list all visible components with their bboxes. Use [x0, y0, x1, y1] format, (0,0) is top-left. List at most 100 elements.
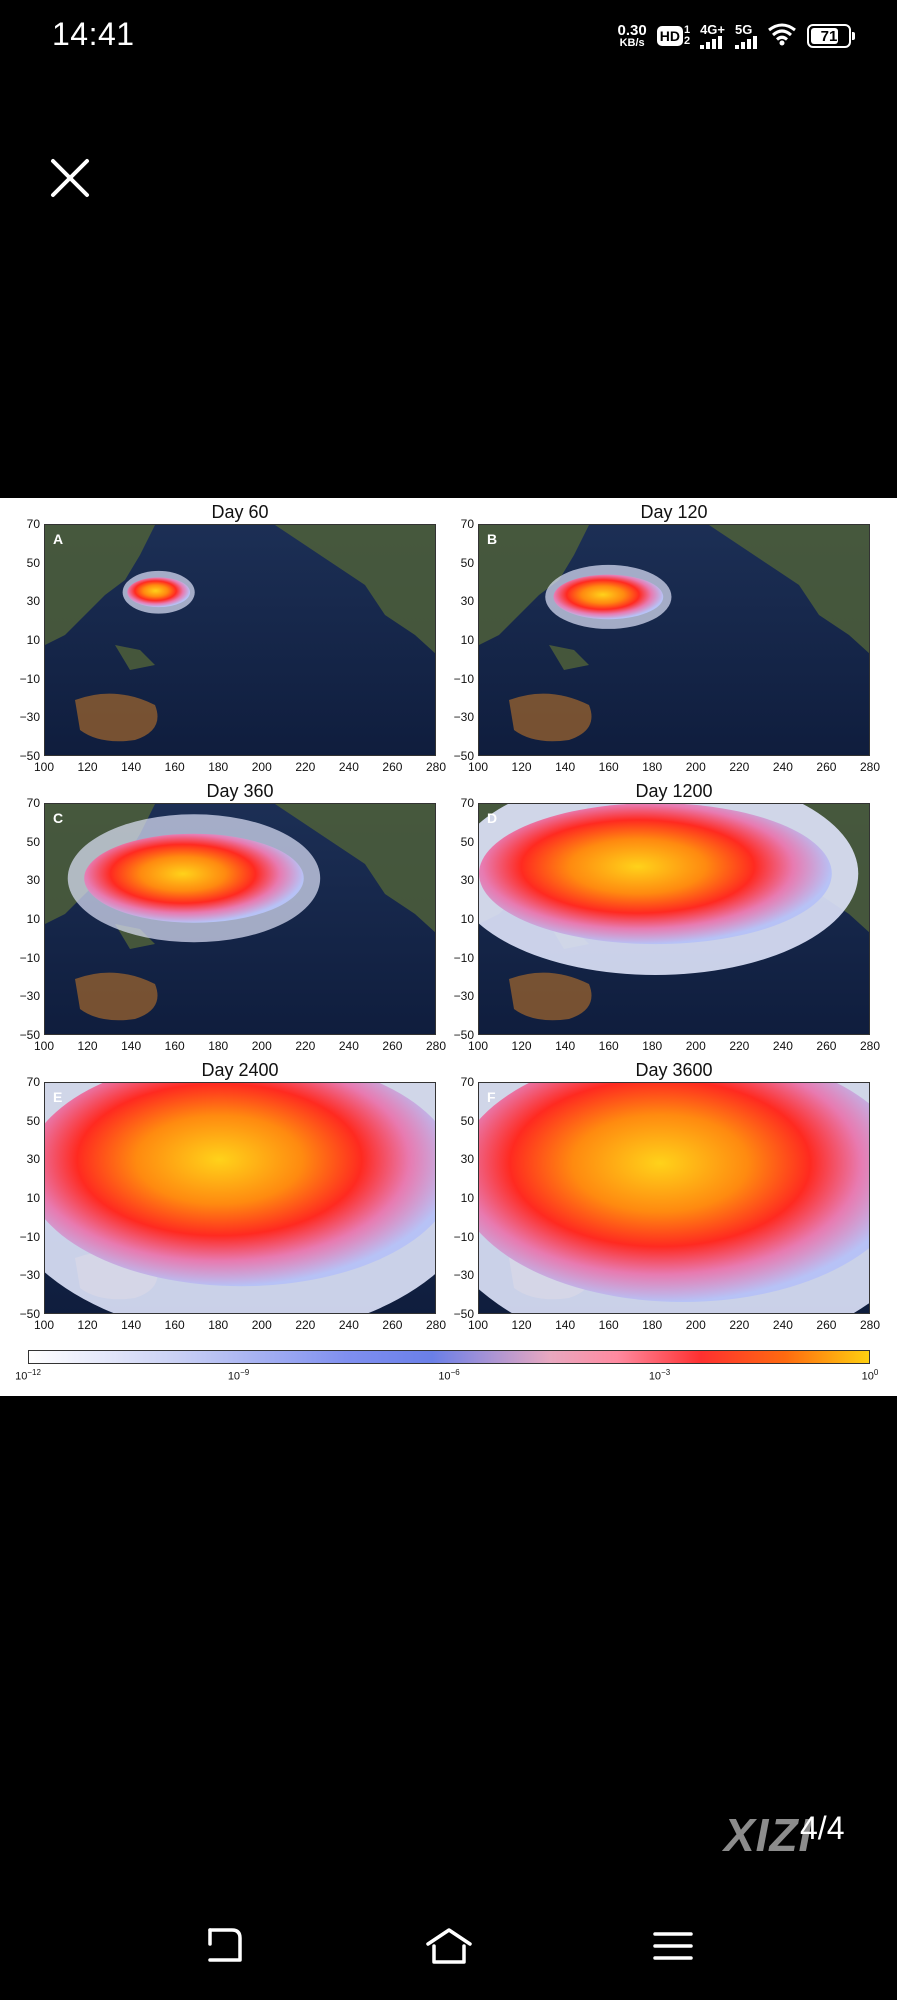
y-tick-label: −10	[19, 671, 40, 686]
panel-letter: C	[53, 810, 64, 826]
x-tick-label: 200	[251, 1318, 272, 1332]
back-button[interactable]	[194, 1922, 254, 1970]
battery-icon: 71	[807, 24, 855, 48]
x-tick-label: 280	[859, 1318, 881, 1332]
x-tick-label: 240	[338, 1318, 359, 1332]
signal-5g-icon: 5G	[735, 23, 757, 49]
panel-map: F	[478, 1082, 870, 1314]
panel-letter: D	[487, 810, 498, 826]
x-tick-label: 100	[33, 1039, 55, 1053]
x-tick-label: 160	[164, 760, 185, 774]
y-tick-label: −50	[453, 749, 474, 763]
home-button[interactable]	[419, 1922, 479, 1970]
x-tick-label: 200	[685, 1039, 706, 1053]
y-tick-label: 30	[26, 873, 40, 888]
battery-level: 71	[820, 27, 838, 45]
close-button[interactable]	[42, 150, 98, 206]
panel-title: Day 2400	[201, 1060, 279, 1080]
y-tick-label: 30	[460, 873, 474, 888]
y-tick-label: −30	[19, 1268, 40, 1283]
x-tick-label: 200	[685, 1318, 706, 1332]
y-tick-label: 30	[460, 594, 474, 609]
status-time: 14:41	[52, 16, 135, 52]
x-tick-label: 260	[816, 760, 837, 774]
x-tick-label: 140	[555, 1039, 576, 1053]
x-tick-label: 180	[642, 760, 663, 774]
x-tick-label: 100	[33, 760, 55, 774]
y-tick-label: 50	[26, 555, 40, 570]
x-tick-label: 220	[295, 1039, 316, 1053]
hd-voice-icon: HD 1 2	[656, 24, 691, 47]
menu-icon	[653, 1932, 693, 1960]
y-tick-label: 70	[460, 796, 474, 810]
y-tick-label: 10	[460, 912, 474, 926]
x-tick-label: 100	[467, 760, 489, 774]
x-tick-label: 280	[425, 760, 447, 774]
x-tick-label: 140	[121, 760, 142, 774]
panel-map: B	[478, 524, 870, 756]
panel-map: E	[44, 1082, 436, 1314]
x-tick-label: 160	[164, 1039, 185, 1053]
x-tick-label: 240	[772, 760, 793, 774]
y-tick-label: −10	[453, 950, 474, 965]
panel-letter: B	[487, 531, 498, 547]
x-tick-label: 140	[121, 1039, 142, 1053]
status-bar: 14:41 0.30 KB/s HD 1 2 4G+ 5G	[0, 0, 897, 72]
figure-image[interactable]: Day 60 A 70 50 30 10 −10 −30 −50 100 120 140 160 180 2…	[0, 498, 897, 1396]
network-speed-unit: KB/s	[619, 37, 645, 49]
x-tick-label: 240	[338, 760, 359, 774]
y-tick-label: −30	[453, 710, 474, 725]
x-tick-label: 200	[685, 760, 706, 774]
x-tick-label: 240	[772, 1318, 793, 1332]
y-tick-label: 30	[460, 1152, 474, 1167]
page-counter: 4/4	[800, 1810, 845, 1846]
colorbar	[28, 1350, 870, 1364]
y-tick-label: 10	[26, 633, 40, 647]
x-tick-label: 140	[555, 760, 576, 774]
x-tick-label: 280	[859, 760, 881, 774]
signal-5g-label: 5G	[735, 22, 753, 37]
network-speed-value: 0.30	[617, 22, 647, 39]
y-tick-label: 10	[460, 633, 474, 647]
x-tick-label: 240	[772, 1039, 793, 1053]
x-tick-label: 120	[511, 1039, 532, 1053]
y-tick-label: 70	[460, 517, 474, 531]
x-tick-label: 180	[642, 1039, 663, 1053]
x-tick-label: 260	[382, 1039, 403, 1053]
panel-title: Day 360	[206, 781, 274, 801]
x-tick-label: 120	[77, 1039, 98, 1053]
colorbar-tick-label: 10−6	[438, 1368, 460, 1383]
y-tick-label: −50	[453, 1307, 474, 1321]
home-icon	[426, 1928, 472, 1964]
panel-map: D	[478, 803, 870, 1035]
menu-button[interactable]	[643, 1922, 703, 1970]
colorbar-tick-label: 100	[861, 1368, 879, 1383]
x-tick-label: 200	[251, 1039, 272, 1053]
panel-title: Day 120	[640, 502, 708, 522]
y-tick-label: 70	[26, 1075, 40, 1089]
panel-map: A	[44, 524, 436, 756]
colorbar-tick-label: 10−3	[648, 1368, 671, 1383]
y-tick-label: −50	[19, 1307, 40, 1321]
x-tick-label: 100	[33, 1318, 55, 1332]
y-tick-label: 50	[26, 1113, 40, 1128]
colorbar-tick-label: 10−9	[227, 1368, 250, 1383]
x-tick-label: 220	[729, 1318, 750, 1332]
y-tick-label: −50	[19, 1028, 40, 1042]
y-tick-label: 70	[26, 796, 40, 810]
x-tick-label: 100	[467, 1318, 489, 1332]
hd-sub-top: 1	[683, 24, 691, 36]
y-tick-label: −50	[19, 749, 40, 763]
x-tick-label: 280	[425, 1039, 447, 1053]
x-tick-label: 120	[511, 760, 532, 774]
x-tick-label: 180	[208, 1318, 229, 1332]
panel-title: Day 3600	[635, 1060, 713, 1080]
x-tick-label: 160	[598, 1318, 619, 1332]
y-tick-label: −10	[19, 950, 40, 965]
x-tick-label: 120	[77, 1318, 98, 1332]
y-tick-label: −30	[19, 710, 40, 725]
x-tick-label: 260	[816, 1318, 837, 1332]
y-tick-label: 10	[460, 1191, 474, 1205]
panel-map: C	[44, 803, 436, 1035]
back-icon	[208, 1928, 242, 1962]
